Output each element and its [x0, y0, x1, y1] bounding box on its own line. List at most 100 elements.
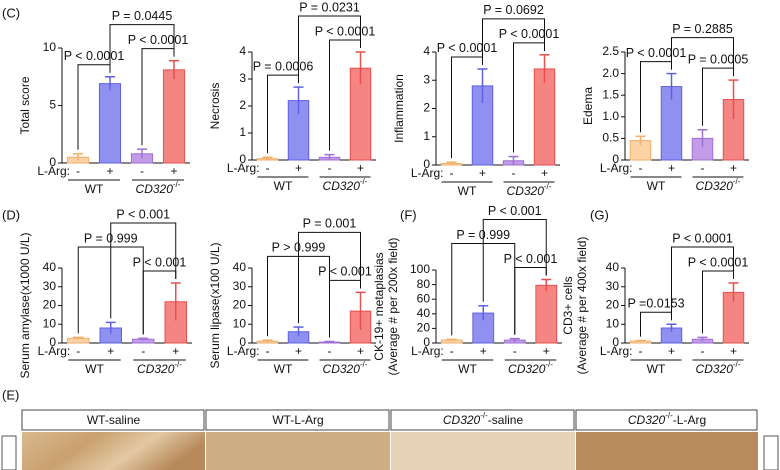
tissue-image [391, 432, 575, 470]
y-tick-label: 2 [239, 98, 246, 112]
y-tick-label: 40 [43, 260, 57, 274]
image-header: CD320-/--L-Arg [628, 411, 706, 427]
y-tick-label: 1 [239, 125, 246, 139]
x-tick-label: + [172, 344, 179, 358]
significance-bracket [298, 231, 361, 324]
y-axis-label: CD3+ cells [561, 276, 575, 334]
significance-bracket [298, 15, 361, 84]
header-sup: -/- [665, 411, 673, 420]
p-value: P < 0.0001 [315, 24, 376, 38]
y-tick-label: 10 [606, 316, 620, 330]
group-name: CD320 [323, 179, 361, 193]
group-name: WT [647, 362, 666, 376]
header-text: -saline [488, 413, 524, 427]
p-value: P < 0.0001 [688, 255, 749, 269]
group-label: WT [85, 362, 104, 376]
group-label: WT [85, 182, 104, 196]
group-name: WT [458, 362, 477, 376]
y-tick-label: 20 [606, 298, 620, 312]
group-label: CD320-/- [696, 177, 741, 193]
group-label: WT [274, 362, 293, 376]
y-tick-label: 10 [43, 316, 57, 330]
group-name: CD320 [323, 362, 361, 376]
x-tick-label: - [450, 166, 454, 180]
p-value: P < 0.001 [133, 255, 187, 269]
y-tick-label: 30 [233, 279, 247, 293]
y-tick-label: 20 [417, 321, 431, 335]
y-axis-label: Necrosis [208, 83, 222, 130]
x-tick-label: + [107, 344, 114, 358]
header-cell [205, 409, 390, 431]
panel-label: (D) [2, 207, 20, 222]
y-tick-label: 4 [239, 44, 246, 58]
header-name: CD320 [628, 413, 666, 427]
y-tick-label: 1 [423, 129, 430, 143]
header-text: WT-saline [87, 413, 141, 427]
x-tick-label: - [328, 161, 332, 175]
p-value: P = 0.2885 [672, 22, 733, 36]
bar [533, 68, 556, 166]
group-label: WT [458, 362, 477, 376]
y-tick-label: 2.5 [602, 44, 619, 58]
group-name: WT [274, 362, 293, 376]
significance-bracket [482, 218, 547, 302]
p-value: P = 0.0692 [483, 3, 544, 17]
x-tick-label: - [513, 344, 517, 358]
bar-chart: Inflammation 0 1 2 3 4 - + - + L-Arg: WT CD320-/- P <… [392, 3, 560, 198]
y-tick-label: 0 [423, 335, 430, 349]
y-tick-label: 5 [49, 98, 56, 112]
group-name: CD320 [696, 362, 734, 376]
y-tick-label: 30 [606, 279, 620, 293]
x-prefix: L-Arg: [227, 344, 260, 358]
significance-bracket [671, 37, 734, 77]
group-name: WT [274, 179, 293, 193]
image-header: WT-L-Arg [272, 413, 323, 427]
group-name: CD320 [507, 184, 545, 198]
y-tick-label: 40 [233, 260, 247, 274]
y-tick-label: 3 [239, 71, 246, 85]
group-name: CD320 [696, 179, 734, 193]
x-tick-label: + [295, 344, 302, 358]
x-prefix: L-Arg: [411, 344, 444, 358]
x-tick-label: + [357, 161, 364, 175]
x-tick-label: + [480, 344, 487, 358]
x-tick-label: + [170, 164, 177, 178]
x-tick-label: - [76, 344, 80, 358]
p-value: P < 0.0001 [626, 46, 687, 60]
x-tick-label: - [140, 164, 144, 178]
x-tick-label: - [76, 164, 80, 178]
bar-chart: (C) Total score 0 5 10 - + - + L-Arg: WT CD320-/- P … [2, 5, 190, 196]
y-axis-label: (Average # per 200x field) [386, 238, 400, 376]
tissue-image [22, 432, 205, 470]
x-tick-label: + [668, 161, 675, 175]
y-tick-label: 20 [233, 298, 247, 312]
y-tick-label: 0 [239, 335, 246, 349]
x-prefix: L-Arg: [411, 166, 444, 180]
group-label: CD320-/- [508, 360, 553, 376]
x-prefix: L-Arg: [600, 161, 633, 175]
x-tick-label: - [450, 344, 454, 358]
p-value: P < 0.001 [318, 265, 372, 279]
group-name: WT [647, 179, 666, 193]
tissue-image [576, 432, 758, 470]
y-tick-label: 60 [417, 291, 431, 305]
y-tick-label: 0 [423, 157, 430, 171]
y-tick-label: 4 [423, 44, 430, 58]
p-value: P < 0.0001 [499, 27, 560, 41]
panel-label: (E) [2, 387, 19, 402]
p-value: P < 0.001 [504, 252, 558, 266]
group-name: CD320 [136, 182, 174, 196]
p-value: P = 0.0231 [299, 0, 360, 14]
y-tick-label: 40 [417, 306, 431, 320]
image-frame [1, 435, 17, 470]
y-axis-label: Serum lipase(x100 U/L) [208, 242, 222, 368]
y-tick-label: 3 [423, 72, 430, 86]
x-tick-label: + [357, 344, 364, 358]
bar-chart: (F) CK-19+ metaplasias (Average # per 200x… [372, 204, 562, 376]
y-tick-label: 2 [423, 101, 430, 115]
x-tick-label: - [141, 344, 145, 358]
header-cell [575, 409, 758, 431]
bar [162, 69, 186, 164]
x-tick-label: - [328, 344, 332, 358]
group-name: WT [458, 184, 477, 198]
